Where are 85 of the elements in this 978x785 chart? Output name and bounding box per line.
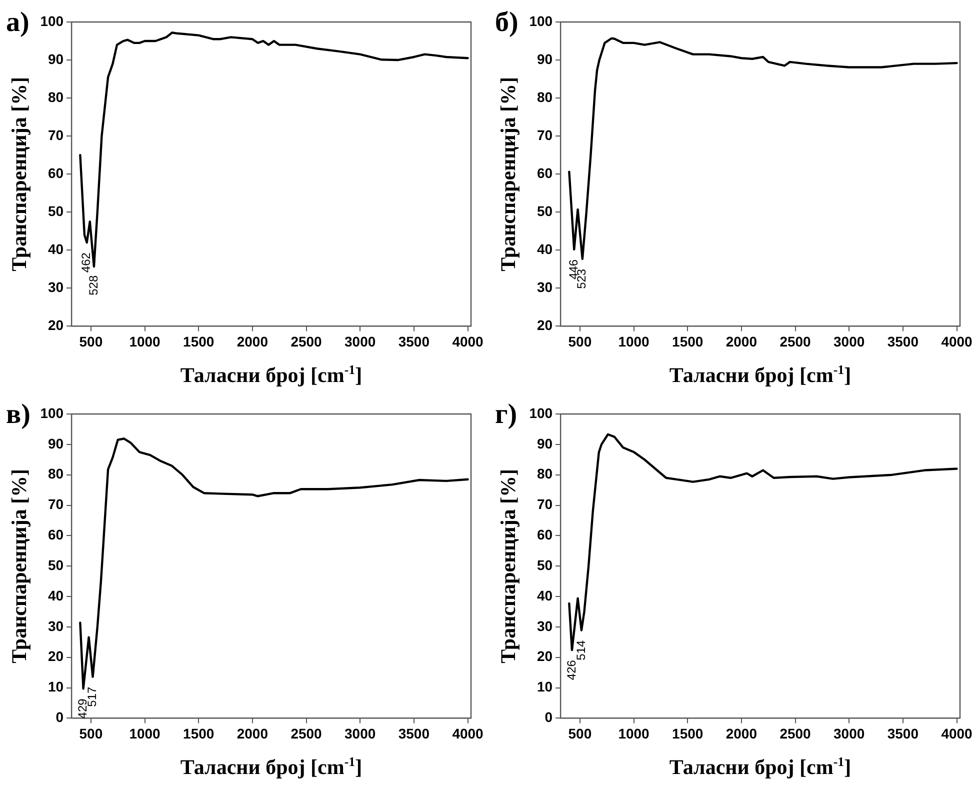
y-tick-label: 80 [536, 88, 553, 105]
y-tick-label: 60 [536, 526, 553, 543]
chart-title: а) [6, 7, 30, 38]
x-tick-label: 1500 [183, 725, 214, 742]
x-tick-label: 2500 [780, 725, 812, 742]
x-tick-label: 4000 [941, 725, 973, 742]
y-tick-label: 70 [536, 496, 553, 512]
y-tick-label: 60 [48, 526, 64, 543]
y-axis-title: Транспаренција [%] [496, 76, 520, 272]
y-tick-label: 40 [536, 587, 553, 604]
y-tick-label: 100 [40, 12, 64, 29]
x-tick-label: 1000 [129, 333, 161, 350]
annotation: 514 [574, 640, 588, 660]
y-tick-label: 40 [48, 587, 64, 604]
chart-title: г) [495, 399, 518, 430]
x-tick-label: 3000 [344, 725, 376, 742]
y-tick-label: 70 [48, 496, 64, 512]
x-tick-label: 2000 [726, 333, 758, 350]
y-tick-label: 10 [48, 678, 64, 695]
chart-title: в) [6, 399, 30, 430]
x-tick-label: 1500 [672, 333, 704, 350]
x-tick-label: 4000 [452, 725, 484, 742]
x-tick-label: 1000 [618, 725, 650, 742]
x-tick-label: 4000 [941, 333, 973, 350]
annotation: 528 [86, 275, 100, 296]
y-axis-title: Транспаренција [%] [496, 468, 520, 664]
y-tick-label: 100 [40, 404, 64, 421]
x-tick-label: 3500 [887, 333, 919, 350]
y-tick-label: 40 [48, 241, 64, 258]
x-tick-label: 1500 [183, 333, 214, 350]
x-tick-label: 3500 [887, 725, 919, 742]
y-tick-label: 90 [48, 50, 64, 67]
y-tick-label: 50 [536, 556, 553, 573]
y-tick-label: 70 [48, 126, 64, 143]
y-tick-label: 70 [536, 126, 553, 143]
y-axis-title: Транспаренција [%] [7, 76, 32, 272]
y-tick-label: 30 [48, 618, 64, 634]
y-tick-label: 10 [536, 678, 553, 695]
x-tick-label: 2000 [236, 333, 268, 350]
y-tick-label: 60 [48, 164, 64, 181]
y-tick-label: 50 [48, 202, 64, 219]
x-tick-label: 1500 [672, 725, 704, 742]
y-tick-label: 100 [529, 12, 553, 29]
x-tick-label: 3500 [398, 725, 430, 742]
x-tick-label: 2500 [290, 333, 322, 350]
x-tick-label: 3000 [344, 333, 376, 350]
x-tick-label: 500 [79, 333, 103, 350]
y-tick-label: 100 [529, 404, 553, 421]
annotation: 462 [79, 252, 94, 273]
y-tick-label: 30 [536, 618, 553, 634]
y-tick-label: 90 [48, 435, 64, 452]
y-tick-label: 20 [48, 317, 64, 334]
y-tick-label: 30 [48, 279, 64, 296]
y-tick-label: 90 [536, 435, 553, 452]
x-tick-label: 500 [568, 725, 592, 742]
y-tick-label: 50 [48, 556, 64, 573]
x-tick-label: 3000 [834, 333, 865, 350]
y-tick-label: 90 [536, 50, 553, 67]
y-tick-label: 0 [544, 709, 553, 726]
y-tick-label: 60 [536, 164, 553, 181]
x-tick-label: 1000 [618, 333, 650, 350]
y-tick-label: 80 [48, 466, 64, 482]
y-tick-label: 20 [536, 648, 553, 664]
y-axis-title: Транспаренција [%] [7, 468, 32, 664]
x-tick-label: 500 [79, 725, 103, 742]
x-tick-label: 3500 [398, 333, 430, 350]
chart-title: б) [495, 7, 518, 38]
y-tick-label: 20 [536, 317, 553, 334]
x-tick-label: 2500 [290, 725, 322, 742]
y-tick-label: 40 [536, 241, 553, 258]
x-tick-label: 500 [568, 333, 592, 350]
y-tick-label: 50 [536, 202, 553, 219]
y-tick-label: 20 [48, 648, 64, 664]
x-tick-label: 4000 [452, 333, 484, 350]
x-tick-label: 3000 [834, 725, 865, 742]
annotation: 426 [564, 660, 578, 680]
y-tick-label: 0 [56, 709, 64, 726]
x-tick-label: 1000 [129, 725, 161, 742]
x-tick-label: 2000 [236, 725, 268, 742]
y-tick-label: 30 [536, 279, 553, 296]
x-tick-label: 2000 [726, 725, 758, 742]
y-tick-label: 80 [48, 88, 64, 105]
annotation: 517 [85, 686, 100, 707]
y-tick-label: 80 [536, 466, 553, 482]
x-tick-label: 2500 [780, 333, 812, 350]
